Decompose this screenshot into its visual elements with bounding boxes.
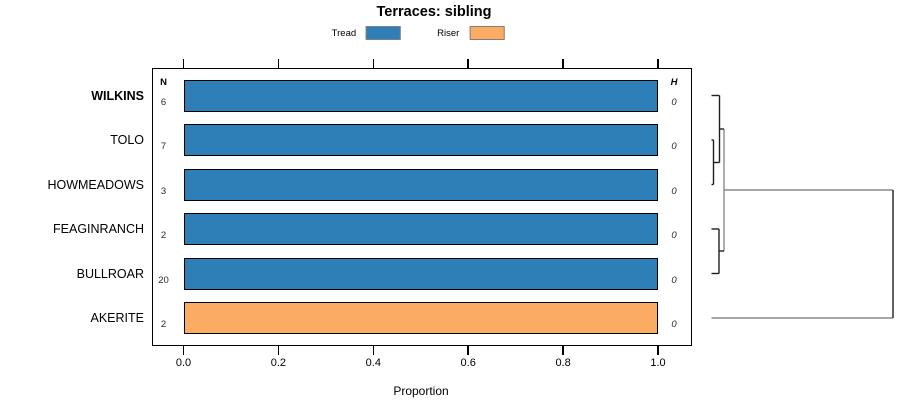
n-value: 6	[160, 96, 167, 108]
n-value: 20	[158, 274, 169, 286]
row-label: AKERITE	[90, 311, 145, 325]
axis-tick	[657, 59, 659, 68]
legend-label-tread: Tread	[331, 27, 357, 39]
plot-box	[152, 68, 692, 346]
h-value: 0	[671, 185, 677, 197]
axis-tick	[467, 59, 469, 68]
h-value: 0	[671, 96, 677, 108]
axis-tick	[372, 59, 375, 68]
n-value: 7	[160, 141, 167, 152]
axis-tick-label: 1.0	[650, 357, 666, 369]
proportion-bar	[183, 213, 658, 245]
legend-swatch-tread	[366, 26, 402, 40]
axis-tick	[277, 59, 280, 68]
row-label: TOLO	[110, 133, 144, 147]
axis-tick	[562, 59, 564, 68]
proportion-bar	[183, 257, 658, 290]
row-label: HOWMEADOWS	[47, 177, 144, 192]
proportion-bar	[183, 168, 658, 201]
legend-label-riser: Riser	[437, 27, 460, 39]
h-value: 0	[671, 319, 677, 330]
x-axis-title: Proportion	[393, 384, 449, 398]
proportion-bar	[183, 79, 658, 112]
h-value: 0	[671, 141, 677, 152]
axis-tick-label: 0.2	[270, 357, 287, 369]
axis-tick	[182, 346, 185, 355]
axis-tick-label: 0.4	[365, 357, 381, 369]
proportion-bar	[183, 302, 658, 334]
axis-tick	[657, 346, 659, 355]
axis-tick-label: 0.8	[555, 357, 571, 369]
chart-title: Terraces: sibling	[376, 4, 492, 20]
n-value: 3	[160, 185, 167, 197]
row-label: FEAGINRANCH	[53, 222, 144, 236]
axis-tick	[467, 346, 469, 355]
axis-tick	[562, 346, 564, 355]
proportion-bar	[183, 124, 658, 156]
axis-tick	[277, 346, 280, 355]
n-value: 2	[160, 319, 167, 330]
axis-tick	[182, 59, 185, 68]
n-column-header: N	[160, 77, 167, 88]
h-value: 0	[671, 274, 677, 286]
legend: Tread Riser	[332, 26, 505, 40]
axis-tick-label: 0.0	[175, 357, 192, 369]
legend-swatch-riser	[469, 26, 505, 40]
h-column-header: H	[670, 77, 678, 88]
h-value: 0	[671, 230, 677, 241]
row-label: BULLROAR	[76, 266, 144, 281]
axis-tick-label: 0.6	[460, 357, 476, 369]
n-value: 2	[160, 230, 167, 241]
axis-tick	[372, 346, 375, 355]
row-label: WILKINS	[91, 88, 144, 103]
